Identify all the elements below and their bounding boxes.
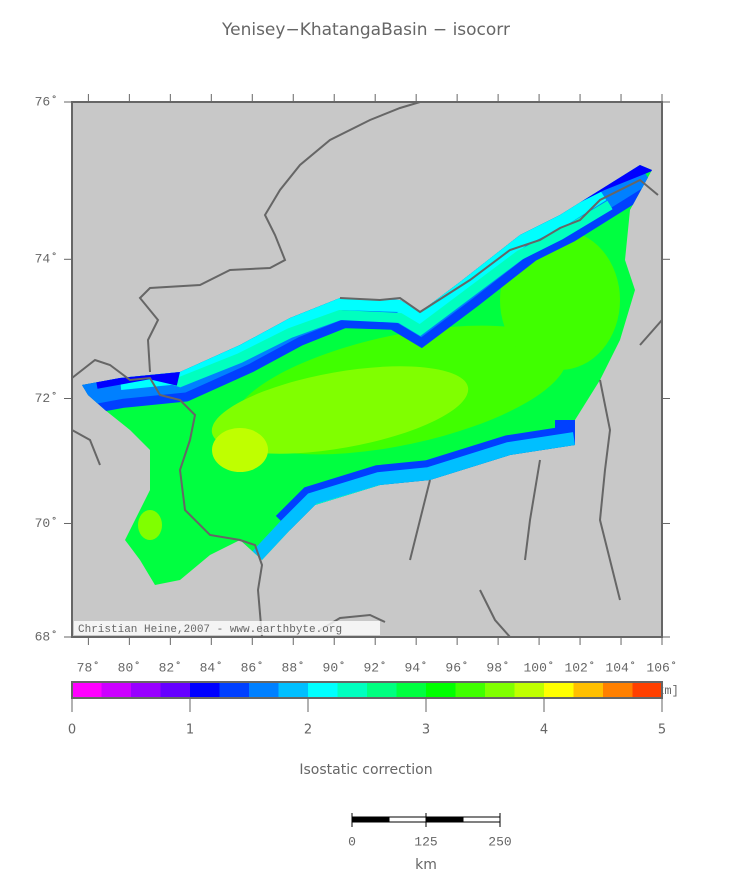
lat-tick-label: 70˚	[35, 516, 58, 531]
scalebar-segment	[462, 816, 501, 823]
colorbar-bin	[190, 682, 220, 698]
colorbar-tick-label: 0	[68, 723, 76, 738]
colorbar-label: Isostatic correction	[299, 762, 432, 778]
lon-tick-label: 92˚	[363, 660, 386, 675]
scalebar-segment	[425, 816, 464, 823]
lon-tick-label: 102˚	[564, 660, 595, 675]
coastline	[138, 102, 421, 373]
lon-tick-label: 90˚	[323, 660, 346, 675]
scalebar-segment	[388, 816, 427, 823]
lat-tick-label: 74˚	[35, 252, 58, 267]
coastline	[339, 178, 659, 314]
colorbar-bin	[278, 682, 309, 698]
colorbar-bin	[337, 682, 368, 698]
colorbar-bin	[308, 682, 338, 698]
lon-tick-label: 94˚	[404, 660, 427, 675]
colorbar-bin	[219, 682, 250, 698]
lon-tick-label: 98˚	[486, 660, 509, 675]
river	[598, 379, 621, 601]
colorbar-bin	[160, 682, 191, 698]
lon-tick-label: 80˚	[118, 660, 141, 675]
scalebar-tick-label: 0	[348, 834, 356, 849]
colorbar-bin	[426, 682, 456, 698]
basin-zone	[211, 366, 469, 454]
scalebar-tick-label: 125	[414, 834, 437, 849]
colorbar-bin	[131, 682, 161, 698]
colorbar-frame	[71, 681, 663, 699]
basin-edge-band	[148, 200, 613, 388]
credit: Christian Heine,2007 - www.earthbyte.org	[78, 624, 342, 636]
lon-tick-label: 88˚	[282, 660, 305, 675]
colorbar-bin	[367, 682, 397, 698]
colorbar-tick-label: 5	[658, 723, 666, 738]
lon-tick-label: 78˚	[77, 660, 100, 675]
basin-zone	[138, 510, 162, 540]
river	[409, 479, 431, 561]
colorbar-bin	[603, 682, 633, 698]
lat-tick-label: 76˚	[35, 94, 58, 109]
colorbar-tick-label: 2	[304, 723, 312, 738]
colorbar-bin	[101, 682, 132, 698]
lat-tick-label: 68˚	[35, 629, 58, 644]
lon-tick-label: 82˚	[159, 660, 182, 675]
lon-tick-label: 84˚	[200, 660, 223, 675]
colorbar-bin	[514, 682, 545, 698]
colorbar-bin	[249, 682, 279, 698]
colorbar-bin	[485, 682, 515, 698]
basin-zone	[212, 428, 268, 472]
colorbar-bin	[455, 682, 486, 698]
colorbar-bin	[72, 682, 102, 698]
coastline	[72, 429, 101, 466]
river	[524, 459, 541, 561]
lon-tick-label: 100˚	[523, 660, 554, 675]
credit-box	[74, 621, 380, 635]
title: Yenisey−KhatangaBasin − isocorr	[221, 20, 510, 40]
colorbar-bin	[632, 682, 663, 698]
river	[479, 589, 511, 637]
colorbar-tick-label: 3	[422, 723, 430, 738]
scalebar-segment	[351, 816, 390, 823]
map-frame	[71, 101, 663, 638]
coastline	[72, 358, 264, 637]
colorbar-tick-label: 4	[540, 723, 548, 738]
colorbar-bin	[544, 682, 574, 698]
colorbar-bin	[396, 682, 427, 698]
coastlines	[72, 102, 662, 637]
lon-tick-label: 104˚	[605, 660, 636, 675]
coastline	[639, 319, 662, 346]
colorbar-bin	[573, 682, 604, 698]
lon-tick-label: 86˚	[241, 660, 264, 675]
lat-tick-label: 72˚	[35, 391, 58, 406]
colorbar-tick-label: 1	[186, 723, 194, 738]
scalebar-unit: km	[415, 857, 437, 873]
lon-tick-label: 106˚	[646, 660, 677, 675]
lon-tick-label: 96˚	[445, 660, 468, 675]
scalebar-tick-label: 250	[488, 834, 511, 849]
